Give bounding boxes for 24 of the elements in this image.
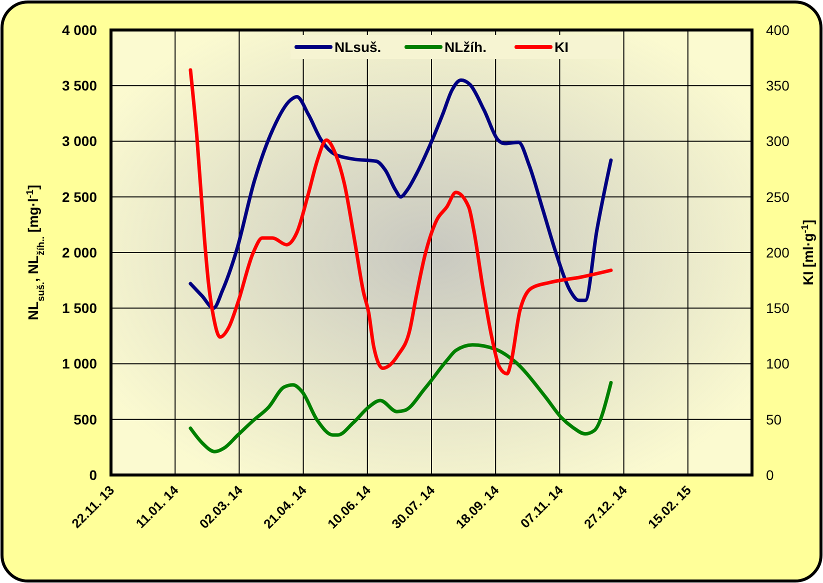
y2-tick-label: 300 <box>766 133 790 150</box>
line-series <box>188 78 613 310</box>
legend-label: NLsuš. <box>334 38 382 55</box>
y-tick-label: 0 <box>89 466 98 483</box>
y-tick-label: 2 000 <box>62 244 98 260</box>
y-tick-label: 4 000 <box>62 22 98 38</box>
y-tick-label: 3 500 <box>62 78 98 94</box>
y-tick-label: 3 000 <box>62 133 98 150</box>
y2-tick-label: 50 <box>766 411 782 428</box>
y2-tick-label: 400 <box>766 22 790 38</box>
y2-tick-label: 200 <box>766 244 790 260</box>
legend-label: NLžíh. <box>444 38 486 55</box>
line-series <box>188 343 613 454</box>
y-tick-label: 500 <box>74 411 98 428</box>
y2-tick-label: 150 <box>766 300 790 316</box>
y2-tick-label: 250 <box>766 188 790 205</box>
y-tick-label: 1 000 <box>62 356 98 372</box>
line-series <box>188 68 613 376</box>
y-tick-label: 2 500 <box>62 188 98 205</box>
y2-tick-label: 350 <box>766 78 790 94</box>
y2-tick-label: 100 <box>766 356 790 372</box>
legend-label: KI <box>554 38 568 55</box>
y-tick-label: 1 500 <box>62 300 98 316</box>
y2-tick-label: 0 <box>766 466 774 483</box>
